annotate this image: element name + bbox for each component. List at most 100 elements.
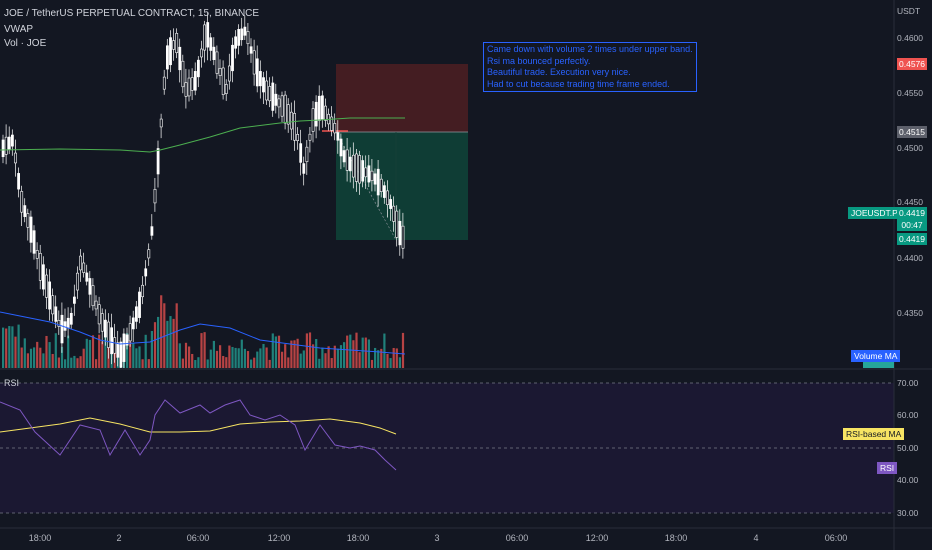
candle-body (147, 249, 151, 259)
candle-body (249, 46, 253, 54)
volume-bar (392, 347, 395, 368)
stop-price-badge: 0.4576 (897, 58, 927, 70)
volume-bar (299, 353, 302, 368)
candle-body (38, 252, 42, 281)
volume-bar (157, 316, 160, 368)
take-profit-zone[interactable] (336, 132, 468, 240)
volume-bar (160, 295, 163, 368)
rsi-tick: 50.00 (897, 443, 919, 453)
volume-bar (234, 347, 237, 368)
volume-legend[interactable]: Vol · JOE (4, 38, 47, 49)
volume-bar (243, 348, 246, 368)
volume-bar (281, 351, 284, 368)
time-label: 06:00 (186, 533, 210, 543)
currency-label: USDT (897, 6, 921, 16)
volume-bars (2, 295, 405, 368)
price-tick: 0.4550 (897, 88, 923, 98)
volume-bar (138, 346, 141, 368)
trade-note[interactable]: Came down with volume 2 times under uppe… (483, 42, 697, 93)
volume-bar (67, 335, 70, 368)
volume-bar (88, 339, 91, 368)
volume-bar (287, 357, 290, 368)
candle-body (280, 95, 284, 117)
candle-body (268, 86, 272, 102)
candle-body (320, 95, 324, 120)
volume-ma-line (0, 311, 406, 355)
candle-body (125, 334, 129, 346)
volume-bar (169, 316, 172, 368)
candle-body (14, 152, 17, 164)
volume-bar (274, 336, 277, 368)
volume-bar (82, 348, 85, 368)
candle-body (85, 272, 89, 282)
candlesticks (1, 12, 405, 368)
volume-bar (343, 342, 346, 368)
volume-bar (225, 357, 228, 368)
candle-body (35, 250, 39, 259)
volume-bar (23, 338, 26, 368)
symbol-title[interactable]: JOE / TetherUS PERPETUAL CONTRACT, 15, B… (4, 8, 260, 19)
candle-body (162, 76, 166, 90)
time-label: 06:00 (505, 533, 529, 543)
candle-body (382, 185, 386, 198)
volume-bar (253, 357, 256, 368)
candle-body (305, 146, 309, 163)
volume-bar (228, 345, 231, 368)
candle-body (376, 168, 380, 196)
volume-bar (262, 343, 265, 368)
note-line: Beautiful trade. Execution very nice. (487, 67, 631, 78)
candle-body (88, 278, 92, 295)
candle-body (119, 341, 123, 368)
stop-loss-zone[interactable] (336, 64, 468, 132)
vwap-legend[interactable]: VWAP (4, 24, 34, 35)
volume-bar (339, 345, 343, 368)
candle-body (231, 44, 234, 72)
volume-bar (14, 336, 17, 368)
volume-bar (321, 347, 324, 368)
volume-bar (277, 335, 281, 368)
volume-bar (302, 350, 305, 368)
price-tick: 0.4450 (897, 197, 923, 207)
candle-body (358, 155, 362, 184)
candle-body (144, 268, 148, 277)
volume-bar (330, 358, 333, 368)
volume-bar (39, 347, 42, 368)
candle-body (110, 327, 114, 355)
candle-body (209, 37, 213, 51)
volume-bar (293, 340, 296, 368)
candle-body (104, 319, 107, 338)
volume-bar (184, 342, 188, 368)
volume-bar (268, 359, 271, 368)
volume-bar (212, 340, 215, 368)
rsi-legend[interactable]: RSI (4, 378, 20, 388)
candle-body (289, 111, 293, 130)
candle-body (29, 216, 33, 243)
candle-body (190, 77, 194, 91)
volume-bar (54, 333, 57, 368)
candle-body (228, 65, 231, 82)
volume-bar (76, 358, 79, 368)
volume-bar (45, 335, 48, 368)
candle-body (355, 153, 358, 182)
volume-bar (209, 349, 212, 368)
candle-body (153, 189, 157, 204)
volume-bar (222, 355, 225, 368)
volume-bar (383, 333, 386, 368)
volume-bar (73, 355, 76, 368)
candle-body (73, 296, 76, 304)
volume-bar (370, 359, 374, 368)
volume-bar (194, 359, 197, 368)
candle-body (206, 22, 210, 48)
candle-body (395, 210, 399, 238)
volume-bar (91, 335, 95, 368)
candle-body (11, 134, 14, 147)
candle-body (345, 149, 349, 171)
candle-body (150, 226, 154, 236)
volume-ma-tag: Volume MA (851, 350, 901, 362)
candle-body (215, 51, 219, 74)
candle-body (51, 295, 55, 315)
price-tick: 0.4600 (897, 33, 923, 43)
price-tick: 0.4350 (897, 308, 923, 318)
volume-bar (374, 347, 377, 368)
